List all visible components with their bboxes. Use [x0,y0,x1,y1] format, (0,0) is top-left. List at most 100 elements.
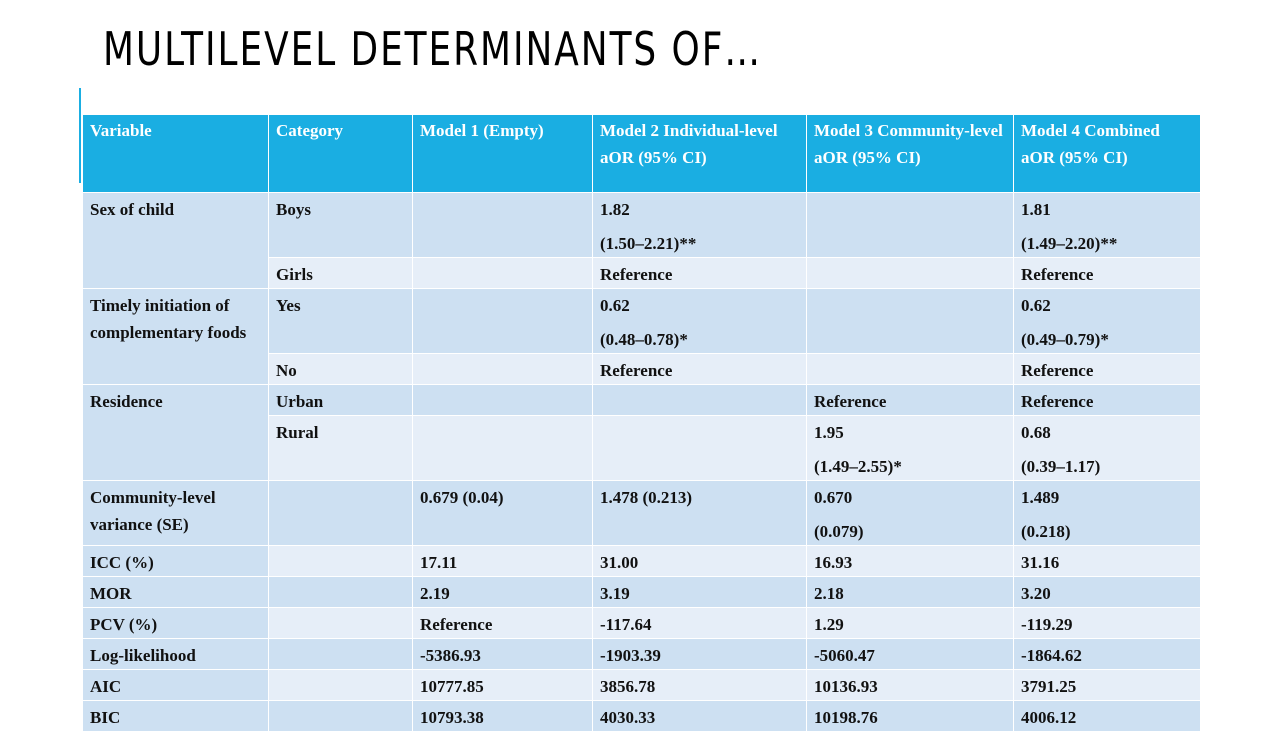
table-row: AIC 10777.85 3856.78 10136.93 3791.25 [82,669,1201,701]
cell-empty [806,353,1014,385]
cell-m4-variance: 1.489 (0.218) [1013,480,1201,546]
cell-m4-no: Reference [1013,353,1201,385]
value-ci: (1.50–2.21)** [600,234,697,253]
cell-m2: 3.19 [592,576,807,608]
table-row: Residence Urban Reference Reference [82,384,1201,481]
cell-m2: -1903.39 [592,638,807,670]
cell-m3-variance: 0.670 (0.079) [806,480,1014,546]
cell-m4-boys: 1.81 (1.49–2.20)** [1013,192,1201,258]
cell-empty [412,288,593,354]
cell-m2: -117.64 [592,607,807,639]
variable-sex: Sex of child [82,192,269,289]
cell-m4: -119.29 [1013,607,1201,639]
cell-m3: 10136.93 [806,669,1014,701]
cell-m3-rural: 1.95 (1.49–2.55)* [806,415,1014,481]
cell-m3: 1.29 [806,607,1014,639]
category-boys: Boys [268,192,413,258]
cell-m4: 3791.25 [1013,669,1201,701]
cell-empty [592,384,807,416]
cell-m2-boys: 1.82 (1.50–2.21)** [592,192,807,258]
cell-m4-rural: 0.68 (0.39–1.17) [1013,415,1201,481]
header-category: Category [268,114,413,193]
cell-m3: 16.93 [806,545,1014,577]
variable-community-variance: Community-level variance (SE) [82,480,269,546]
value-ci: (0.39–1.17) [1021,457,1101,476]
cell-m3: 10198.76 [806,700,1014,732]
cell-empty [268,545,413,577]
cell-m3: -5060.47 [806,638,1014,670]
category-rural: Rural [268,415,413,481]
results-table: Variable Category Model 1 (Empty) Model … [82,114,1201,732]
value-se: (0.218) [1021,522,1071,541]
cell-empty [412,384,593,416]
cell-m4: 3.20 [1013,576,1201,608]
value-estimate: 1.95 [814,423,844,442]
table-row: Rural 1.95 (1.49–2.55)* 0.68 (0.39–1.17) [83,415,1201,481]
value-estimate: 0.62 [600,296,630,315]
header-model-1: Model 1 (Empty) [412,114,593,193]
cell-empty [806,257,1014,289]
cell-empty [268,576,413,608]
table-header-row: Variable Category Model 1 (Empty) Model … [82,114,1201,193]
table-row: ICC (%) 17.11 31.00 16.93 31.16 [82,545,1201,577]
cell-m4-urban: Reference [1013,384,1201,416]
value-ci: (1.49–2.20)** [1021,234,1118,253]
cell-m4-girls: Reference [1013,257,1201,289]
cell-m3-urban: Reference [806,384,1014,416]
cell-empty [268,638,413,670]
table-row: Log-likelihood -5386.93 -1903.39 -5060.4… [82,638,1201,670]
cell-empty [806,288,1014,354]
table-row: PCV (%) Reference -117.64 1.29 -119.29 [82,607,1201,639]
variable-pcv: PCV (%) [82,607,269,639]
cell-empty [268,700,413,732]
cell-m4: -1864.62 [1013,638,1201,670]
cell-m1: 10777.85 [412,669,593,701]
cell-empty [412,257,593,289]
value-ci: (1.49–2.55)* [814,457,902,476]
variable-bic: BIC [82,700,269,732]
value-ci: (0.49–0.79)* [1021,330,1109,349]
value-estimate: 1.82 [600,200,630,219]
cell-m2: 4030.33 [592,700,807,732]
table-row: Community-level variance (SE) 0.679 (0.0… [82,480,1201,546]
cell-empty [268,480,413,546]
variable-log-likelihood: Log-likelihood [82,638,269,670]
value-ci: (0.48–0.78)* [600,330,688,349]
cell-m1: 10793.38 [412,700,593,732]
cell-m4: 4006.12 [1013,700,1201,732]
value-estimate: 0.670 [814,488,853,507]
slide-title: MULTILEVEL DETERMINANTS OF… [103,22,763,76]
variable-mor: MOR [82,576,269,608]
cell-m1: 17.11 [412,545,593,577]
category-no: No [268,353,413,385]
table-row: BIC 10793.38 4030.33 10198.76 4006.12 [82,700,1201,732]
cell-m2-yes: 0.62 (0.48–0.78)* [592,288,807,354]
cell-m3: 2.18 [806,576,1014,608]
variable-aic: AIC [82,669,269,701]
cell-empty [268,607,413,639]
cell-m1: Reference [412,607,593,639]
cell-empty [412,192,593,258]
table-row: Timely initiation of complementary foods… [82,288,1201,385]
cell-m1: 2.19 [412,576,593,608]
cell-m1: -5386.93 [412,638,593,670]
category-girls: Girls [268,257,413,289]
cell-empty [412,353,593,385]
cell-m2-no: Reference [592,353,807,385]
value-estimate: 0.68 [1021,423,1051,442]
header-model-3: Model 3 Community-level aOR (95% CI) [806,114,1014,193]
header-model-4: Model 4 Combined aOR (95% CI) [1013,114,1201,193]
value-estimate: 1.81 [1021,200,1051,219]
variable-residence: Residence [82,384,269,481]
cell-m2: 31.00 [592,545,807,577]
value-se: (0.079) [814,522,864,541]
cell-m2-girls: Reference [592,257,807,289]
header-model-2: Model 2 Individual-level aOR (95% CI) [592,114,807,193]
accent-line [79,88,81,183]
table-row: MOR 2.19 3.19 2.18 3.20 [82,576,1201,608]
cell-m2: 3856.78 [592,669,807,701]
table-row: No Reference Reference [83,353,1201,385]
category-urban: Urban [268,384,413,416]
table-row: Girls Reference Reference [83,257,1201,289]
cell-empty [412,415,593,481]
